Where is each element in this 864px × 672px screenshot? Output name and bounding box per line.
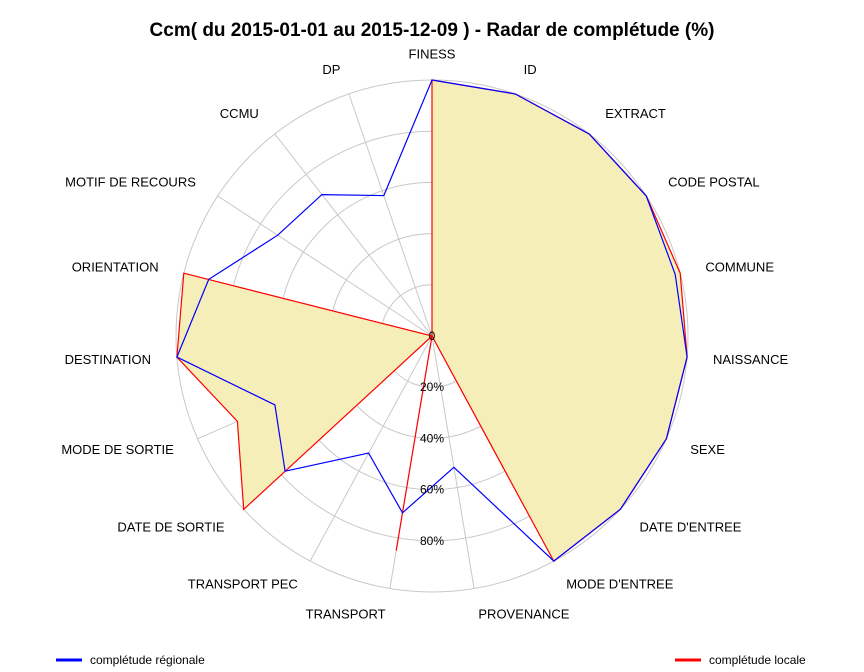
axis-labels: FINESS ID EXTRACT CODE POSTAL COMMUNE NAISSAN…: [61, 47, 788, 622]
tick-label-20: 20%: [420, 380, 444, 394]
axis-label-date-de-sortie: DATE DE SORTIE: [117, 520, 224, 535]
axis-label-provenance: PROVENANCE: [478, 607, 569, 622]
spoke-transport-pec: [309, 335, 433, 562]
axis-label-motif-de-recours: MOTIF DE RECOURS: [65, 174, 196, 189]
legend: complétude régionale complétude locale: [56, 653, 806, 667]
axis-label-code-postal: CODE POSTAL: [668, 174, 760, 189]
axis-label-dp: DP: [322, 62, 340, 77]
axis-label-sexe: SEXE: [690, 442, 725, 457]
axis-label-transport-pec: TRANSPORT PEC: [188, 577, 298, 592]
spoke-dp: [348, 93, 433, 337]
tick-label-60: 60%: [420, 483, 444, 497]
axis-label-orientation: ORIENTATION: [72, 259, 159, 274]
spoke-ccmu: [274, 133, 433, 337]
axis-label-date-d-entree: DATE D'ENTREE: [640, 520, 742, 535]
axis-label-destination: DESTINATION: [65, 352, 151, 367]
tick-label-80: 80%: [420, 534, 444, 548]
legend-label-regional: complétude régionale: [90, 653, 205, 667]
axis-label-finess: FINESS: [409, 47, 456, 62]
chart-title: Ccm( du 2015-01-01 au 2015-12-09 ) - Rad…: [150, 20, 715, 41]
spoke-provenance: [431, 335, 475, 589]
axis-label-naissance: NAISSANCE: [713, 352, 788, 367]
axis-label-mode-d-entree: MODE D'ENTREE: [566, 577, 674, 592]
axis-label-mode-de-sortie: MODE DE SORTIE: [61, 442, 174, 457]
center-label: 0: [429, 329, 436, 343]
axis-label-commune: COMMUNE: [705, 259, 774, 274]
axis-label-ccmu: CCMU: [220, 106, 259, 121]
axis-label-extract: EXTRACT: [605, 106, 666, 121]
series-lines: [176, 79, 688, 563]
series-line-regional: [176, 79, 688, 562]
axis-label-transport: TRANSPORT: [306, 607, 386, 622]
tick-label-40: 40%: [420, 431, 444, 445]
spoke-motif-de-recours: [217, 195, 433, 337]
legend-label-local: complétude locale: [709, 653, 806, 667]
radial-ticks: 0 20% 40% 60% 80%: [420, 329, 444, 548]
axis-label-id: ID: [524, 62, 537, 77]
